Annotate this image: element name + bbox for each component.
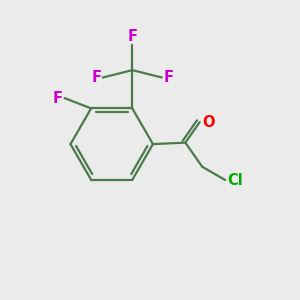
Text: F: F	[52, 91, 62, 106]
Text: F: F	[163, 70, 173, 85]
Text: F: F	[92, 70, 101, 85]
Text: O: O	[202, 115, 215, 130]
Text: F: F	[127, 28, 137, 44]
Text: Cl: Cl	[227, 172, 243, 188]
